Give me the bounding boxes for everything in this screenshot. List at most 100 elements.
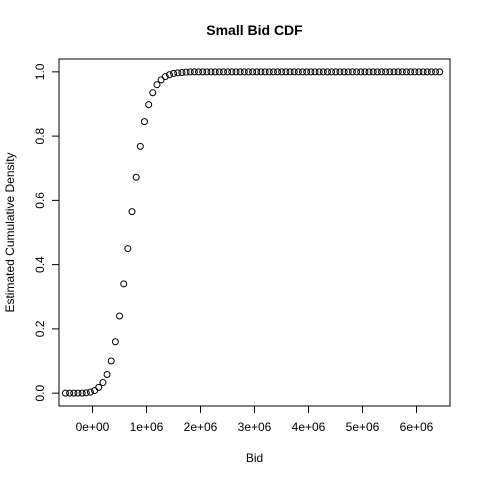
data-point <box>170 69 178 77</box>
data-point <box>116 312 124 320</box>
data-point <box>286 68 294 76</box>
y-axis-label: Estimated Cumulative Density <box>3 152 17 312</box>
data-point <box>157 76 165 84</box>
data-points <box>61 68 444 397</box>
data-point <box>182 68 190 76</box>
data-point <box>315 68 323 76</box>
data-point <box>353 68 361 76</box>
data-point <box>265 68 273 76</box>
data-point <box>432 68 440 76</box>
data-point <box>195 68 203 76</box>
data-point <box>278 68 286 76</box>
y-axis: 0.0 0.2 0.4 0.6 0.8 1.0 <box>33 63 60 401</box>
data-point <box>411 68 419 76</box>
x-tick-label: 4e+06 <box>292 420 326 434</box>
data-point <box>357 68 365 76</box>
x-tick-label: 1e+06 <box>130 420 164 434</box>
data-point <box>282 68 290 76</box>
data-point <box>386 68 394 76</box>
data-point <box>419 68 427 76</box>
data-point <box>427 68 435 76</box>
data-point <box>407 68 415 76</box>
data-point <box>78 389 86 397</box>
data-point <box>382 68 390 76</box>
data-point <box>373 68 381 76</box>
x-tick-label: 0e+00 <box>76 420 110 434</box>
data-point <box>103 371 111 379</box>
data-point <box>436 68 444 76</box>
data-point <box>274 68 282 76</box>
data-point <box>111 338 119 346</box>
data-point <box>220 68 228 76</box>
data-point <box>394 68 402 76</box>
data-point <box>290 68 298 76</box>
data-point <box>178 68 186 76</box>
data-point <box>70 389 78 397</box>
data-point <box>361 68 369 76</box>
y-tick-label: 1.0 <box>33 63 47 80</box>
data-point <box>249 68 257 76</box>
data-point <box>303 68 311 76</box>
data-point <box>95 383 103 391</box>
data-point <box>269 68 277 76</box>
data-point <box>174 69 182 77</box>
data-point <box>415 68 423 76</box>
y-tick-label: 0.2 <box>33 320 47 337</box>
data-point <box>207 68 215 76</box>
data-point <box>232 68 240 76</box>
data-point <box>145 101 153 109</box>
data-point <box>203 68 211 76</box>
data-point <box>99 379 107 387</box>
x-tick-label: 3e+06 <box>238 420 272 434</box>
data-point <box>82 389 90 397</box>
data-point <box>294 68 302 76</box>
data-point <box>199 68 207 76</box>
data-point <box>402 68 410 76</box>
data-point <box>390 68 398 76</box>
y-tick-label: 0.6 <box>33 192 47 209</box>
data-point <box>398 68 406 76</box>
data-point <box>348 68 356 76</box>
y-tick-label: 0.0 <box>33 384 47 401</box>
plot-frame <box>58 58 451 407</box>
data-point <box>149 89 157 97</box>
data-point <box>190 68 198 76</box>
data-point <box>224 68 232 76</box>
x-tick-label: 6e+06 <box>400 420 434 434</box>
data-point <box>128 208 136 216</box>
data-point <box>186 68 194 76</box>
data-point <box>124 245 132 253</box>
data-point <box>165 71 173 79</box>
data-point <box>215 68 223 76</box>
x-axis: 0e+00 1e+06 2e+06 3e+06 4e+06 5e+06 6e+06 <box>76 405 434 434</box>
data-point <box>369 68 377 76</box>
data-point <box>140 118 148 126</box>
data-point <box>86 388 94 396</box>
data-point <box>365 68 373 76</box>
data-point <box>74 389 82 397</box>
data-point <box>66 389 74 397</box>
data-point <box>211 68 219 76</box>
data-point <box>244 68 252 76</box>
data-point <box>132 173 140 181</box>
data-point <box>344 68 352 76</box>
data-point <box>299 68 307 76</box>
data-point <box>336 68 344 76</box>
x-tick-label: 5e+06 <box>346 420 380 434</box>
data-point <box>136 142 144 150</box>
data-point <box>332 68 340 76</box>
data-point <box>107 357 115 365</box>
data-point <box>228 68 236 76</box>
data-point <box>319 68 327 76</box>
data-point <box>261 68 269 76</box>
chart-title: Small Bid CDF <box>206 22 303 38</box>
data-point <box>240 68 248 76</box>
data-point <box>323 68 331 76</box>
data-point <box>311 68 319 76</box>
data-point <box>120 280 128 288</box>
data-point <box>423 68 431 76</box>
data-point <box>378 68 386 76</box>
data-point <box>340 68 348 76</box>
